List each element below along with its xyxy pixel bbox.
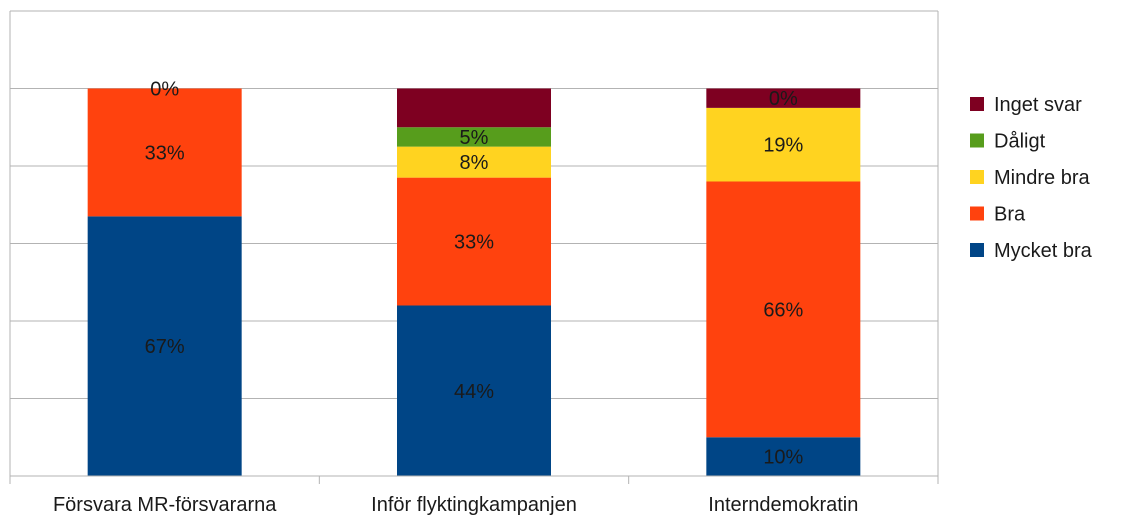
legend-label: Mycket bra — [994, 240, 1093, 262]
bar-segment-mycket-bra — [706, 437, 861, 476]
data-label: 0% — [769, 88, 798, 110]
category-label: Interndemokratin — [708, 494, 858, 516]
bar-segment-inget-svar — [706, 88, 861, 108]
legend-swatch — [970, 243, 984, 257]
bar-segment-bra — [706, 181, 861, 438]
legend-label: Dåligt — [994, 131, 1046, 153]
data-label: 5% — [460, 127, 489, 149]
data-label: 0% — [150, 79, 179, 101]
legend-swatch — [970, 133, 984, 148]
data-label: 33% — [145, 142, 185, 164]
bars — [87, 88, 861, 476]
category-label: Försvara MR-försvararna — [53, 494, 277, 516]
bar-segment-mycket-bra — [397, 305, 551, 476]
bar-segment-daligt — [397, 127, 551, 147]
legend-swatch — [970, 97, 984, 111]
data-label: 66% — [763, 299, 803, 321]
legend-swatch — [970, 206, 984, 221]
category-labels: Försvara MR-försvararna Inför flyktingkam… — [53, 494, 858, 516]
data-label: 19% — [763, 135, 803, 157]
data-label: 10% — [763, 447, 803, 469]
legend: Inget svar Dåligt Mindre bra Bra Mycket bra — [970, 94, 1093, 262]
legend-swatch — [970, 170, 984, 184]
data-label: 33% — [454, 232, 494, 254]
category-label: Inför flyktingkampanjen — [371, 494, 577, 516]
legend-label: Inget svar — [994, 94, 1082, 116]
legend-label: Bra — [994, 204, 1026, 226]
x-axis — [9, 475, 939, 484]
bar-segment-bra — [397, 177, 551, 306]
data-label: 44% — [454, 381, 494, 403]
bar-segment-bra — [87, 88, 242, 217]
bar-segment-mindre-bra — [397, 146, 551, 178]
bar-segment-mindre-bra — [706, 107, 861, 182]
bar-segment-mycket-bra — [87, 216, 242, 476]
data-label: 8% — [460, 152, 489, 174]
segment-labels: 67% 33% 0% 44% 33% 8% 5% 10% 66% 19% 0% — [145, 79, 804, 469]
data-label: 67% — [145, 336, 185, 358]
bar-segment-inget-svar — [397, 88, 551, 128]
legend-label: Mindre bra — [994, 167, 1090, 189]
